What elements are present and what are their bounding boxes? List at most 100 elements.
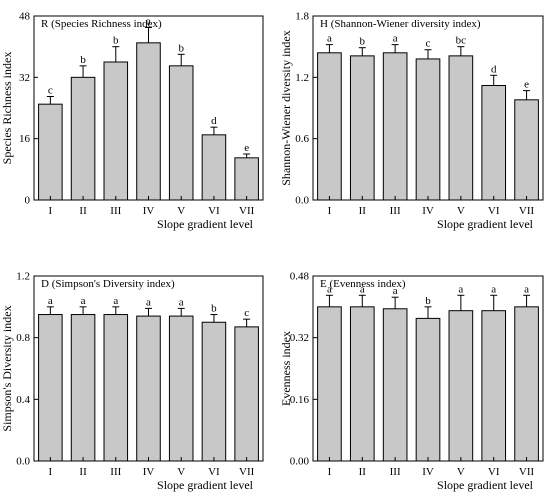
significance-letter: a: [327, 283, 332, 295]
chart-title: R (Species Richness index): [41, 18, 162, 30]
chart-panel-3: 0.00 0.16 0.32 0.48 a Ia II a III b IV a Va VI a VII E (…: [279, 271, 544, 492]
x-tick-label: V: [177, 466, 185, 478]
significance-letter: a: [393, 285, 398, 297]
y-tick-label: 0.32: [290, 332, 309, 344]
y-tick-label: 0.8: [16, 332, 30, 344]
y-axis-label: Shannon-Wiener diversity index: [279, 30, 293, 185]
y-tick-label: 0.00: [290, 456, 310, 468]
x-axis-label: Slope gradient level: [437, 217, 534, 231]
x-tick-label: V: [177, 205, 185, 217]
x-tick-label: IV: [143, 466, 155, 478]
y-tick-label: 0.0: [295, 195, 309, 207]
chart-panel-1: 0.0 0.6 1.2 1.8 a Ib II a III c IV bc Vd VI e VII H (Sha…: [279, 11, 544, 231]
y-tick-label: 48: [19, 11, 31, 23]
chart-title: E (Evenness index): [320, 278, 406, 290]
bar: [136, 42, 161, 201]
y-tick-label: 0.0: [16, 456, 30, 468]
y-axis-label: Species Richness index: [0, 52, 14, 165]
x-tick-label: VII: [519, 205, 535, 217]
significance-letter: a: [327, 33, 332, 45]
significance-letter: a: [360, 283, 365, 295]
bar: [234, 326, 259, 462]
bar: [481, 85, 507, 201]
bar: [201, 321, 227, 462]
significance-letter: a: [458, 283, 463, 295]
x-tick-label: II: [79, 205, 87, 217]
significance-letter: a: [491, 283, 496, 295]
x-tick-label: IV: [422, 466, 434, 478]
y-tick-label: 0.16: [290, 394, 310, 406]
x-tick-label: III: [390, 466, 401, 478]
x-tick-label: IV: [143, 205, 155, 217]
bar: [70, 76, 96, 201]
y-axis-label: Evenness index: [279, 331, 293, 406]
y-tick-label: 16: [19, 133, 31, 145]
significance-letter: a: [113, 295, 118, 307]
significance-letter: d: [211, 115, 217, 127]
significance-letter: bc: [456, 35, 467, 47]
significance-letter: b: [178, 42, 184, 54]
bar: [382, 52, 408, 201]
chart-title: H (Shannon-Wiener diversity index): [320, 18, 481, 30]
significance-letter: d: [491, 63, 497, 75]
x-tick-label: III: [110, 205, 121, 217]
y-tick-label: 32: [19, 72, 30, 84]
significance-letter: a: [146, 296, 151, 308]
significance-letter: a: [146, 16, 151, 28]
bar: [349, 306, 375, 462]
significance-letter: b: [211, 303, 217, 315]
bar: [38, 314, 63, 462]
significance-letter: e: [244, 142, 249, 154]
y-tick-label: 1.8: [295, 11, 309, 23]
bar: [136, 315, 161, 462]
bar: [103, 61, 129, 201]
x-axis-label: Slope gradient level: [437, 478, 534, 492]
x-tick-label: I: [328, 205, 332, 217]
bar: [317, 52, 342, 201]
x-tick-label: VI: [208, 205, 220, 217]
x-tick-label: II: [359, 466, 367, 478]
x-tick-label: VII: [239, 466, 255, 478]
significance-letter: c: [244, 307, 249, 319]
bar: [514, 99, 539, 201]
bar: [201, 134, 227, 201]
bar: [317, 306, 342, 462]
y-tick-label: 0.4: [16, 394, 30, 406]
x-axis-label: Slope gradient level: [157, 478, 254, 492]
y-axis-label: Simpson's Diversity index: [0, 305, 14, 431]
bar: [168, 65, 194, 201]
x-tick-label: V: [457, 205, 465, 217]
x-tick-label: VII: [239, 205, 255, 217]
x-tick-label: II: [79, 466, 87, 478]
chart-panel-2: 0.0 0.4 0.8 1.2 a Ia II a III a IV a Vb VI c VII D (Simp…: [0, 271, 264, 492]
y-tick-label: 1.2: [295, 72, 309, 84]
bar: [38, 103, 63, 201]
significance-letter: c: [426, 38, 431, 50]
bar: [415, 317, 441, 462]
x-tick-label: VI: [488, 205, 500, 217]
significance-letter: e: [524, 79, 529, 91]
bar: [415, 58, 441, 201]
chart-title: D (Simpson's Diversity index): [41, 278, 175, 290]
bar: [448, 55, 474, 201]
x-tick-label: V: [457, 466, 465, 478]
x-tick-label: IV: [422, 205, 434, 217]
significance-letter: a: [48, 295, 53, 307]
significance-letter: b: [360, 36, 366, 48]
bar: [70, 314, 96, 462]
significance-letter: b: [80, 54, 86, 66]
x-tick-label: VII: [519, 466, 535, 478]
bar: [514, 306, 539, 462]
chart-panel-0: 0 16 32 48 c Ib II b III a IV b Vd VI e VII R (Species R…: [0, 11, 264, 231]
x-tick-label: I: [49, 205, 53, 217]
y-tick-label: 0.6: [295, 133, 309, 145]
y-tick-label: 1.2: [16, 271, 30, 283]
bar: [481, 310, 507, 462]
bar: [168, 315, 194, 462]
significance-letter: b: [425, 295, 431, 307]
x-axis-label: Slope gradient level: [157, 217, 254, 231]
significance-letter: a: [524, 283, 529, 295]
y-tick-label: 0.48: [290, 271, 310, 283]
